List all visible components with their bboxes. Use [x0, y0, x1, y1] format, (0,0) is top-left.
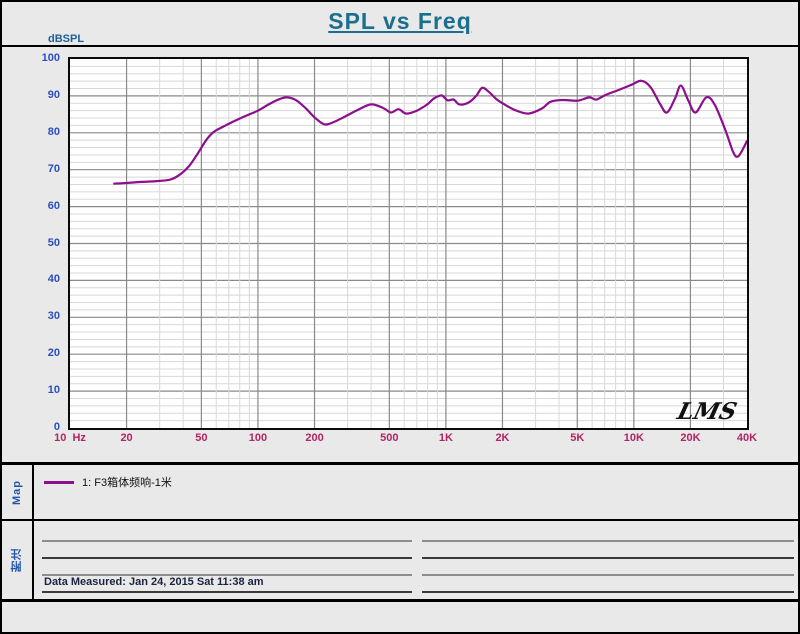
x-axis-tick-label: 5K	[570, 432, 585, 444]
legend-line-swatch	[44, 480, 74, 484]
section-separator	[2, 519, 798, 521]
y-axis-tick-label: 90	[47, 88, 60, 101]
x-axis-tick-label: 40K	[736, 432, 758, 444]
x-axis-tick-label: 20	[120, 432, 133, 444]
note-rule	[42, 540, 412, 542]
frequency-response-plot	[70, 59, 747, 428]
y-axis-tick-label: 30	[47, 310, 60, 323]
legend-entry: 1: F3箱体频响-1米	[44, 474, 172, 490]
x-axis-tick-label: 20K	[680, 432, 701, 444]
status-bar: ' LMS 4.5.0.331 六月/15/2003 个人: 公司: 工程: 文…	[2, 602, 798, 632]
x-axis-tick-label: 100	[248, 432, 268, 444]
y-axis-tick-label: 70	[47, 162, 60, 175]
x-axis-tick-label: 200	[305, 432, 324, 444]
y-axis-tick-label: 50	[47, 236, 60, 249]
title-separator	[2, 45, 798, 47]
spl-curve	[113, 79, 747, 185]
y-axis-tick-label: 60	[47, 199, 60, 212]
note-rule	[422, 540, 794, 542]
x-axis-tick-label: 1K	[438, 432, 453, 444]
note-rule	[42, 557, 412, 559]
lms-watermark-logo: LMS	[674, 398, 740, 425]
x-axis-tick-label: 2K	[495, 432, 510, 444]
legend-label: 1: F3箱体频响-1米	[82, 477, 172, 489]
statusbar-separator	[2, 599, 798, 602]
notes-sidebar-label: 附注	[11, 548, 23, 572]
note-rule	[422, 591, 794, 593]
y-axis-tick-label: 10	[47, 384, 60, 397]
y-axis-tick-label: 100	[41, 52, 60, 64]
page-title: SPL vs Freq	[328, 8, 472, 34]
x-axis-tick-label: 50	[195, 432, 208, 444]
map-sidebar: Map	[2, 465, 34, 519]
section-separator	[2, 462, 798, 465]
y-axis-tick-label: 80	[47, 125, 60, 138]
data-measured-text: Data Measured: Jan 24, 2015 Sat 11:38 am	[44, 576, 264, 588]
y-axis-unit-label: dBSPL	[48, 33, 85, 45]
y-axis-tick-label: 20	[47, 347, 60, 360]
map-sidebar-label: Map	[11, 479, 23, 505]
note-rule	[422, 557, 794, 559]
plot-area	[68, 57, 749, 430]
x-axis-tick-label: 10 Hz	[54, 432, 86, 444]
note-rule	[422, 574, 794, 576]
y-axis-tick-label: 40	[47, 273, 60, 286]
notes-sidebar: 附注	[2, 521, 34, 599]
y-axis-tick-label: 0	[53, 421, 60, 433]
note-rule	[42, 591, 412, 593]
note-rule	[42, 574, 412, 576]
spl-vs-freq-chart: dBSPL LMS 0 10 20 30 40 50 60 70 80 90 100 10 Hz 20 5…	[2, 2, 798, 462]
x-axis-tick-label: 10K	[623, 432, 644, 444]
x-axis-tick-label: 500	[380, 432, 399, 444]
